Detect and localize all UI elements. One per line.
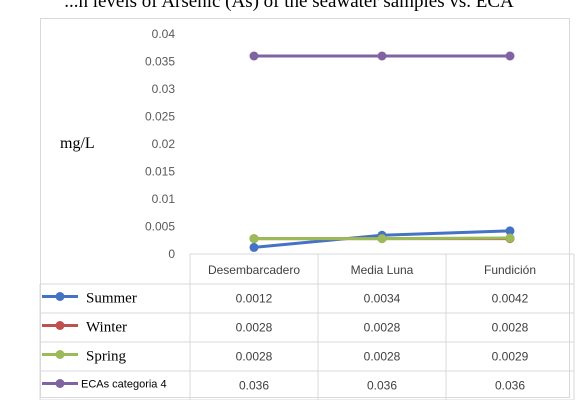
- y-tick-label: 0.015: [145, 165, 175, 179]
- legend-label: Spring: [86, 349, 127, 365]
- y-tick-label: 0.035: [145, 55, 175, 69]
- data-table-cell: 0.0012: [236, 292, 273, 306]
- data-table-cell: 0.0028: [236, 350, 273, 364]
- legend-key-marker: [55, 379, 65, 388]
- data-point: [505, 226, 515, 236]
- data-point: [249, 51, 259, 61]
- data-table-cell: 0.036: [495, 379, 525, 393]
- category-label: Media Luna: [351, 263, 414, 277]
- data-point: [249, 234, 259, 244]
- data-table-cell: 0.0028: [364, 321, 401, 335]
- legend-label: ECAs categoria 4: [81, 379, 167, 391]
- legend-label: Winter: [86, 320, 127, 336]
- legend-key-marker: [55, 350, 65, 359]
- data-table-cell: 0.0028: [492, 321, 529, 335]
- data-table-cell: 0.0029: [492, 350, 529, 364]
- data-table-cell: 0.0028: [364, 350, 401, 364]
- data-point: [377, 51, 387, 61]
- y-tick-label: 0.025: [145, 110, 175, 124]
- data-table-cell: 0.0042: [492, 292, 529, 306]
- category-label: Desembarcadero: [208, 263, 300, 277]
- y-axis-label: mg/L: [60, 135, 95, 152]
- data-table-cell: 0.0028: [236, 321, 273, 335]
- data-point: [249, 242, 259, 252]
- data-point: [505, 233, 515, 243]
- category-label: Fundición: [484, 263, 536, 277]
- y-tick-label: 0.02: [152, 137, 176, 151]
- y-tick-label: 0: [168, 247, 175, 261]
- y-tick-label: 0.005: [145, 220, 175, 234]
- data-table-cell: 0.0034: [364, 292, 401, 306]
- legend-key-marker: [55, 292, 65, 301]
- y-tick-label: 0.04: [152, 27, 176, 41]
- chart-title: ...n levels of Arsenic (As) of the seawa…: [64, 0, 514, 12]
- y-tick-label: 0.03: [152, 82, 176, 96]
- legend-key-marker: [55, 321, 65, 330]
- data-point: [377, 234, 387, 244]
- data-point: [505, 51, 515, 61]
- data-table-cell: 0.036: [367, 379, 397, 393]
- legend-label: Summer: [86, 291, 137, 307]
- data-table-cell: 0.036: [239, 379, 269, 393]
- y-tick-label: 0.01: [152, 192, 176, 206]
- chart-frame: [40, 18, 570, 398]
